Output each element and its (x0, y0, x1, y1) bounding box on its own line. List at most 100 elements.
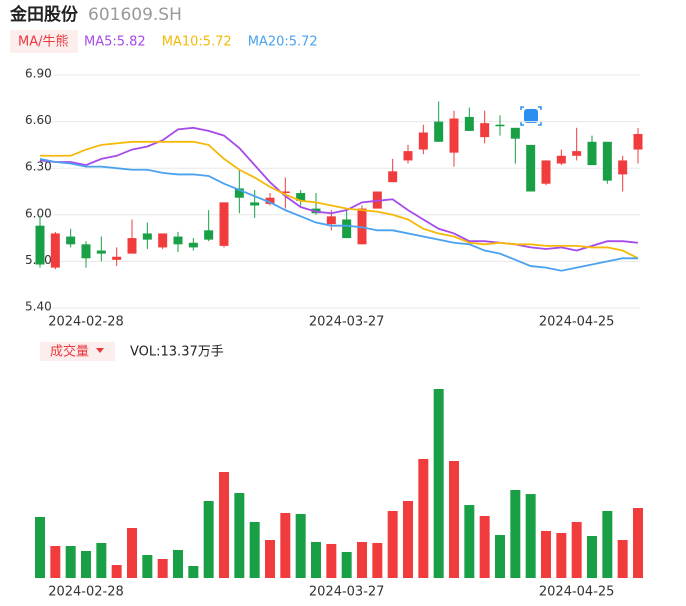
volume-bar (142, 555, 153, 578)
ma-button-bg[interactable] (10, 30, 78, 53)
candle-body (280, 191, 290, 194)
candle-body (418, 132, 428, 150)
volume-bar (127, 528, 137, 578)
volume-bar (387, 510, 398, 578)
candle-body (188, 242, 198, 248)
candle-body (403, 151, 413, 161)
volume-bar (464, 505, 475, 578)
volume-bar (403, 500, 413, 578)
x-tick-label: 2024-04-25 (539, 585, 615, 600)
volume-bar (234, 492, 245, 578)
volume-bar (280, 512, 291, 578)
candle-body (541, 160, 551, 184)
candle-body (464, 116, 474, 131)
x-tick-label: 2024-02-28 (48, 315, 124, 330)
volume-bar (510, 489, 521, 578)
candle-body (142, 233, 152, 240)
x-tick-label: 2024-04-25 (539, 315, 615, 330)
candle-body (219, 202, 229, 246)
candle-body (342, 219, 352, 239)
candle-body (112, 256, 122, 260)
volume-bar (81, 550, 91, 578)
candle-body (495, 124, 505, 127)
y-tick-label: 6.60 (25, 113, 52, 127)
candle-body (618, 160, 628, 175)
volume-button[interactable]: 成交量 (50, 344, 89, 360)
candle-body (510, 127, 520, 139)
ma-line (40, 140, 639, 260)
candle-body (158, 233, 168, 248)
y-tick-label: 6.00 (25, 206, 52, 220)
volume-bar (219, 471, 229, 578)
volume-bar (571, 521, 582, 578)
candle-body (526, 144, 536, 192)
volume-bar (35, 517, 45, 578)
candle-body (250, 202, 260, 206)
candle-body (296, 193, 306, 201)
dropdown-arrow[interactable] (96, 348, 104, 353)
volume-bar (633, 508, 643, 578)
volume-bar (372, 542, 383, 578)
volume-bar (495, 535, 505, 578)
ma-button[interactable]: MA/牛熊 (18, 34, 69, 50)
candle-body (50, 233, 60, 268)
candle-body (81, 244, 91, 259)
volume-bar (111, 565, 122, 578)
volume-bar (449, 460, 459, 578)
volume-bar (173, 549, 183, 578)
volume-bar (65, 546, 76, 578)
volume-bar (433, 389, 444, 578)
candle-body (173, 236, 183, 245)
ma-line (39, 126, 639, 252)
candle-body (127, 238, 137, 254)
candle-body (449, 118, 459, 153)
candle-body (480, 123, 490, 138)
volume-bar (249, 521, 260, 578)
x-tick-label: 2024-03-27 (309, 585, 385, 600)
volume-bar (50, 546, 61, 578)
volume-bar (341, 551, 352, 578)
volume-bar (541, 530, 551, 578)
x-tick-label: 2024-02-28 (48, 585, 124, 600)
volume-bar (602, 510, 613, 578)
y-tick-label: 5.40 (25, 300, 52, 314)
volume-bar (357, 541, 367, 578)
candle-body (633, 134, 643, 150)
volume-bar (525, 494, 536, 578)
volume-bar (96, 542, 107, 578)
volume-bar (326, 543, 337, 578)
candle-body (66, 236, 76, 245)
candle-body (35, 225, 45, 265)
volume-bar (556, 532, 567, 578)
volume-bar (203, 500, 214, 578)
volume-bar (295, 513, 306, 578)
volume-bar (157, 558, 168, 578)
marker-icon (520, 106, 542, 126)
volume-label: VOL:13.37万手 (130, 345, 224, 360)
legend-entry: MA5:5.82 (84, 35, 146, 50)
candle-body (234, 188, 244, 198)
legend-entry: MA20:5.72 (248, 35, 318, 50)
candle-body (388, 171, 398, 183)
ma-line (39, 157, 638, 272)
candle-body (326, 216, 336, 225)
candle-body (556, 155, 566, 164)
y-tick-label: 6.90 (25, 67, 52, 81)
candle-body (434, 121, 444, 142)
y-tick-label: 6.30 (25, 160, 52, 174)
candle-body (587, 141, 597, 166)
volume-button-bg[interactable] (40, 342, 115, 361)
volume-bar (587, 536, 597, 578)
volume-bar (311, 541, 321, 578)
volume-bar (418, 458, 429, 578)
legend-entry: MA10:5.72 (162, 35, 232, 50)
candle-body (96, 250, 106, 254)
candle-body (572, 151, 582, 156)
candle-body (204, 230, 214, 240)
stock-code: 601609.SH (88, 5, 182, 25)
x-tick-label: 2024-03-27 (309, 315, 385, 330)
volume-bar (265, 539, 275, 578)
volume-bar (479, 516, 490, 578)
candle-body (602, 141, 612, 181)
